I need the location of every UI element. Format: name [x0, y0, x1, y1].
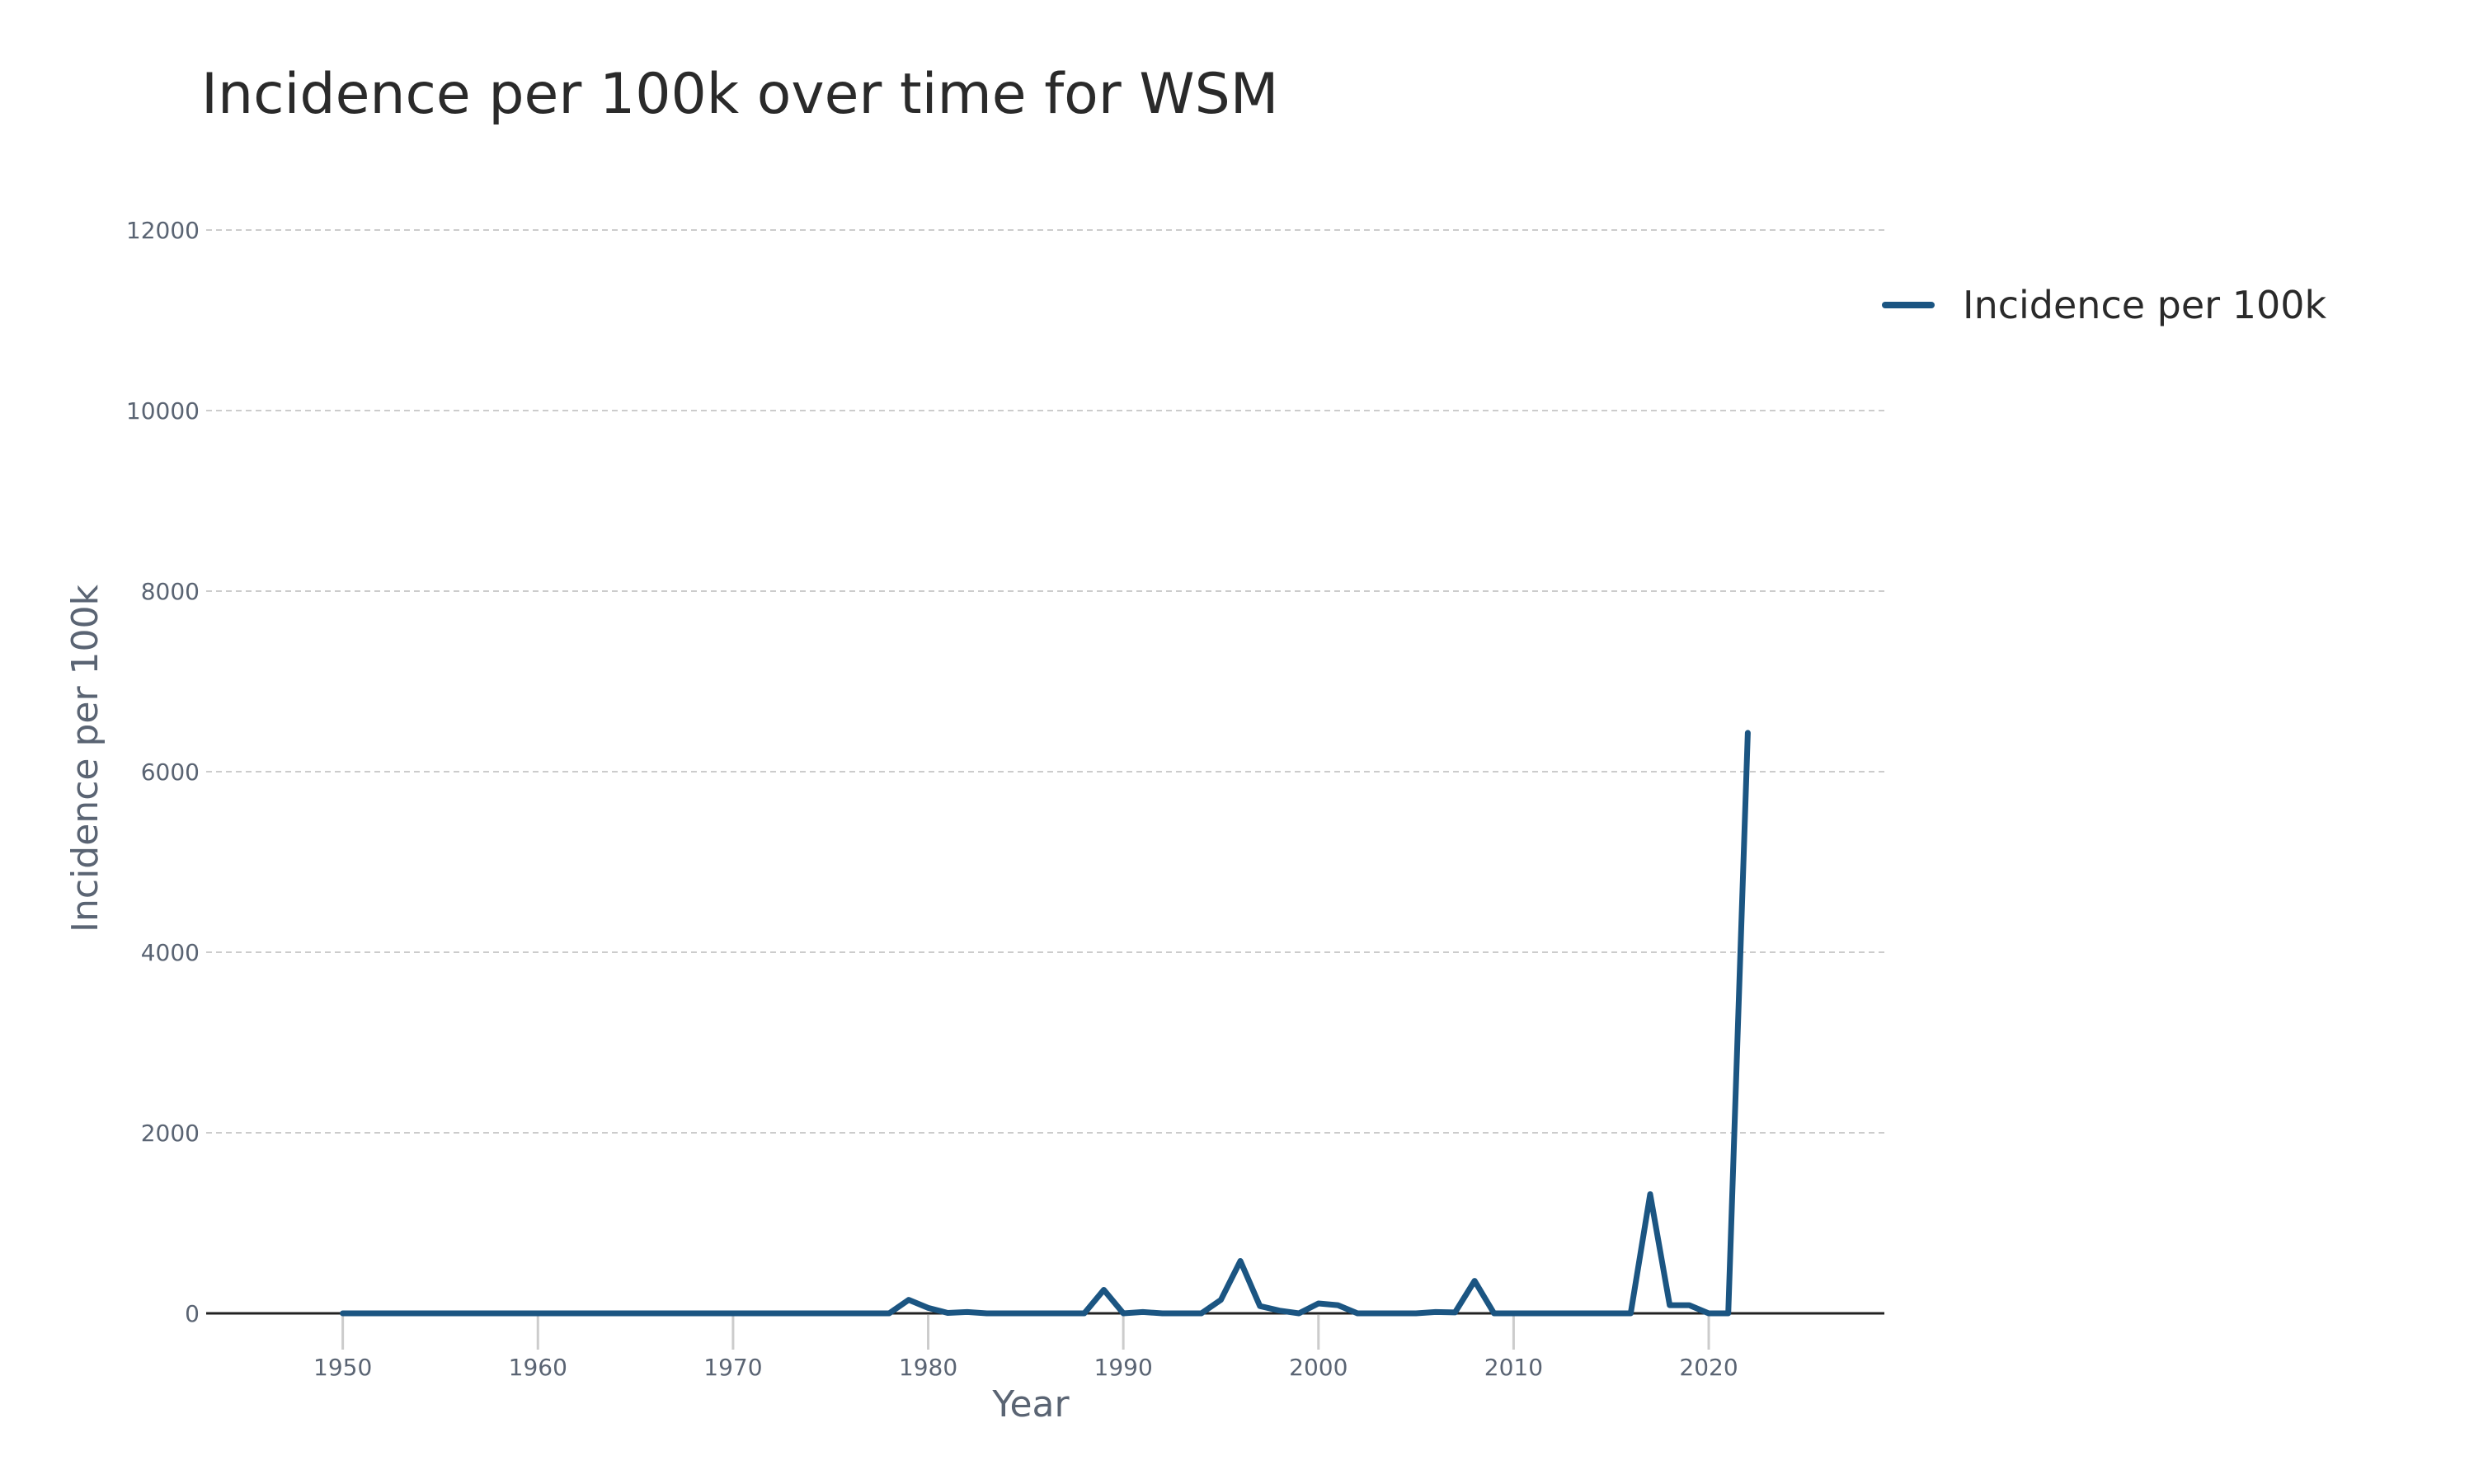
- y-tick-label: 6000: [141, 758, 200, 786]
- legend-label: Incidence per 100k: [1963, 283, 2326, 327]
- x-tick-label: 2020: [1679, 1354, 1738, 1381]
- x-axis-ticks: 1950 1960 1970 1980 1990 2000 2010 2020: [313, 1315, 1738, 1381]
- x-tick-label: 1980: [899, 1354, 957, 1381]
- x-tick-label: 1950: [313, 1354, 372, 1381]
- x-tick-label: 1990: [1094, 1354, 1153, 1381]
- y-tick-label: 4000: [141, 939, 200, 966]
- y-tick-label: 2000: [141, 1120, 200, 1147]
- x-axis-title: Year: [991, 1383, 1070, 1425]
- y-axis-ticks: 0 2000 4000 6000 8000 10000 12000: [126, 217, 200, 1327]
- x-tick-label: 1960: [509, 1354, 567, 1381]
- legend[interactable]: Incidence per 100k: [1882, 283, 2326, 327]
- x-tick-label: 1970: [703, 1354, 762, 1381]
- chart-title: Incidence per 100k over time for WSM: [201, 62, 1278, 127]
- x-tick-label: 2000: [1289, 1354, 1348, 1381]
- x-tick-label: 2010: [1484, 1354, 1543, 1381]
- y-tick-label: 12000: [126, 217, 200, 244]
- series-layer: [340, 730, 1751, 1317]
- series-line[interactable]: [340, 730, 1751, 1317]
- y-tick-label: 0: [185, 1300, 200, 1327]
- y-tick-label: 8000: [141, 578, 200, 605]
- y-axis-title: Incidence per 100k: [64, 585, 106, 932]
- gridlines: [206, 229, 1884, 1315]
- y-tick-label: 10000: [126, 397, 200, 425]
